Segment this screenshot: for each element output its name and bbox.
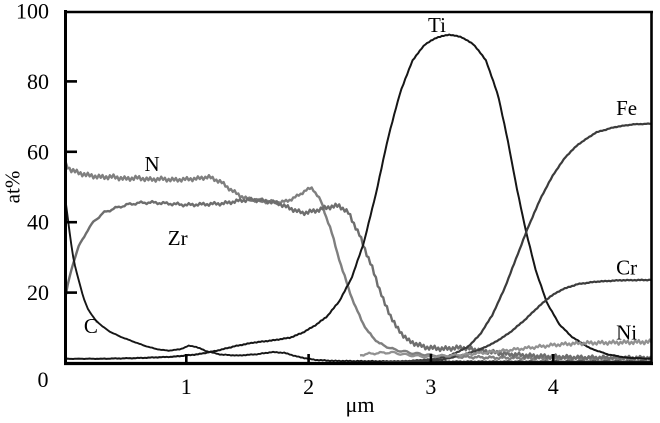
- series-label-Ni: Ni: [616, 320, 637, 344]
- x-tick-label-1: 1: [181, 374, 192, 399]
- curve-Zr: [64, 196, 652, 361]
- x-axis-label: μm: [345, 392, 375, 417]
- x-tick-label-2: 2: [303, 374, 314, 399]
- curve-Fe: [381, 122, 652, 364]
- series-label-C: C: [84, 314, 98, 338]
- series-label-Zr: Zr: [168, 226, 188, 250]
- series-label-Ti: Ti: [428, 13, 446, 37]
- x-tick-label-3: 3: [425, 374, 436, 399]
- y-axis-label: at%: [0, 170, 25, 204]
- y-tick-label-40: 40: [27, 210, 49, 235]
- series-label-Cr: Cr: [616, 255, 637, 279]
- series-label-N: N: [145, 152, 160, 176]
- curve-C: [64, 186, 652, 363]
- series-label-Fe: Fe: [616, 96, 637, 120]
- curve-Ti: [64, 33, 652, 360]
- origin-tick-label: 0: [38, 367, 49, 392]
- x-tick-label-4: 4: [548, 374, 559, 399]
- y-tick-label-20: 20: [27, 280, 49, 305]
- y-tick-label-60: 60: [27, 139, 49, 164]
- y-tick-label-100: 100: [16, 0, 49, 24]
- curve-Cr: [393, 278, 652, 364]
- y-tick-label-80: 80: [27, 69, 49, 94]
- curve-Ni: [359, 338, 653, 359]
